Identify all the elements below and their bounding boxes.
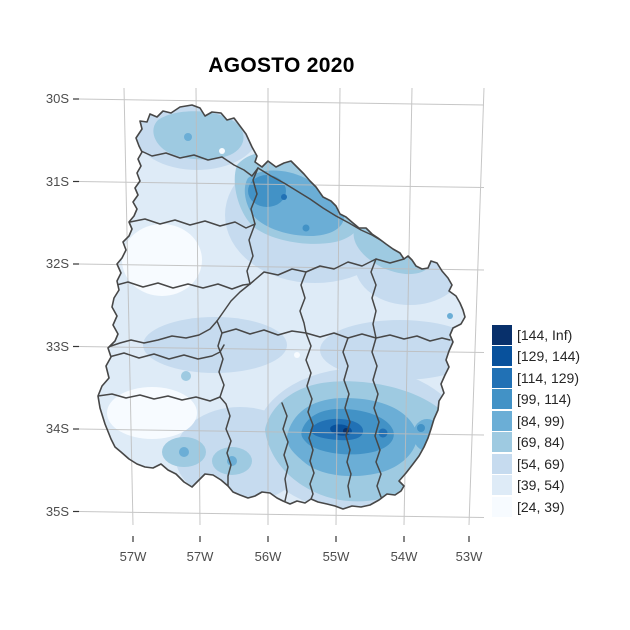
legend-swatch [492, 410, 512, 431]
legend-label: [24, 39) [517, 498, 565, 515]
legend-swatch [492, 453, 512, 474]
legend-item: [99, 114) [492, 389, 580, 411]
legend-label: [99, 114) [517, 391, 572, 408]
legend-item: [54, 69) [492, 453, 580, 475]
legend-label: [54, 69) [517, 455, 565, 472]
legend-item: [129, 144) [492, 346, 580, 368]
legend-label: [69, 84) [517, 434, 565, 451]
country-outline [97, 104, 466, 510]
legend-swatch [492, 475, 512, 496]
legend-swatch [492, 324, 512, 345]
legend-item: [114, 129) [492, 367, 580, 389]
legend-item: [39, 54) [492, 475, 580, 497]
x-axis-label: 57W [186, 549, 214, 564]
legend-swatch [492, 389, 512, 410]
legend-item: [144, Inf) [492, 324, 580, 346]
page-title: AGOSTO 2020 [208, 54, 355, 77]
y-axis-label: 30S [45, 91, 69, 106]
legend-label: [39, 54) [517, 477, 565, 494]
x-axis-label: 53W [455, 549, 483, 564]
legend-item: [84, 99) [492, 410, 580, 432]
x-axis-label: 57W [119, 549, 147, 564]
legend-label: [84, 99) [517, 412, 565, 429]
legend-label: [144, Inf) [517, 326, 573, 343]
y-axis-label: 35S [45, 504, 69, 519]
graticule [78, 87, 485, 526]
legend: [144, Inf) [129, 144) [114, 129) [99, 11… [492, 324, 580, 518]
y-axis-label: 32S [45, 256, 69, 271]
legend-swatch [492, 367, 512, 388]
legend-swatch [492, 432, 512, 453]
x-axis-label: 54W [390, 549, 418, 564]
y-axis-label: 33S [45, 339, 69, 354]
legend-swatch [492, 346, 512, 367]
legend-swatch [492, 496, 512, 517]
legend-item: [69, 84) [492, 432, 580, 454]
department-borders [98, 149, 451, 502]
y-axis-label: 31S [45, 174, 69, 189]
legend-label: [114, 129) [517, 369, 580, 386]
x-axis-label: 55W [322, 549, 350, 564]
y-axis-label: 34S [45, 421, 69, 436]
legend-label: [129, 144) [517, 348, 581, 365]
axis-ticks [73, 98, 470, 542]
x-axis-label: 56W [254, 549, 282, 564]
legend-item: [24, 39) [492, 496, 580, 518]
